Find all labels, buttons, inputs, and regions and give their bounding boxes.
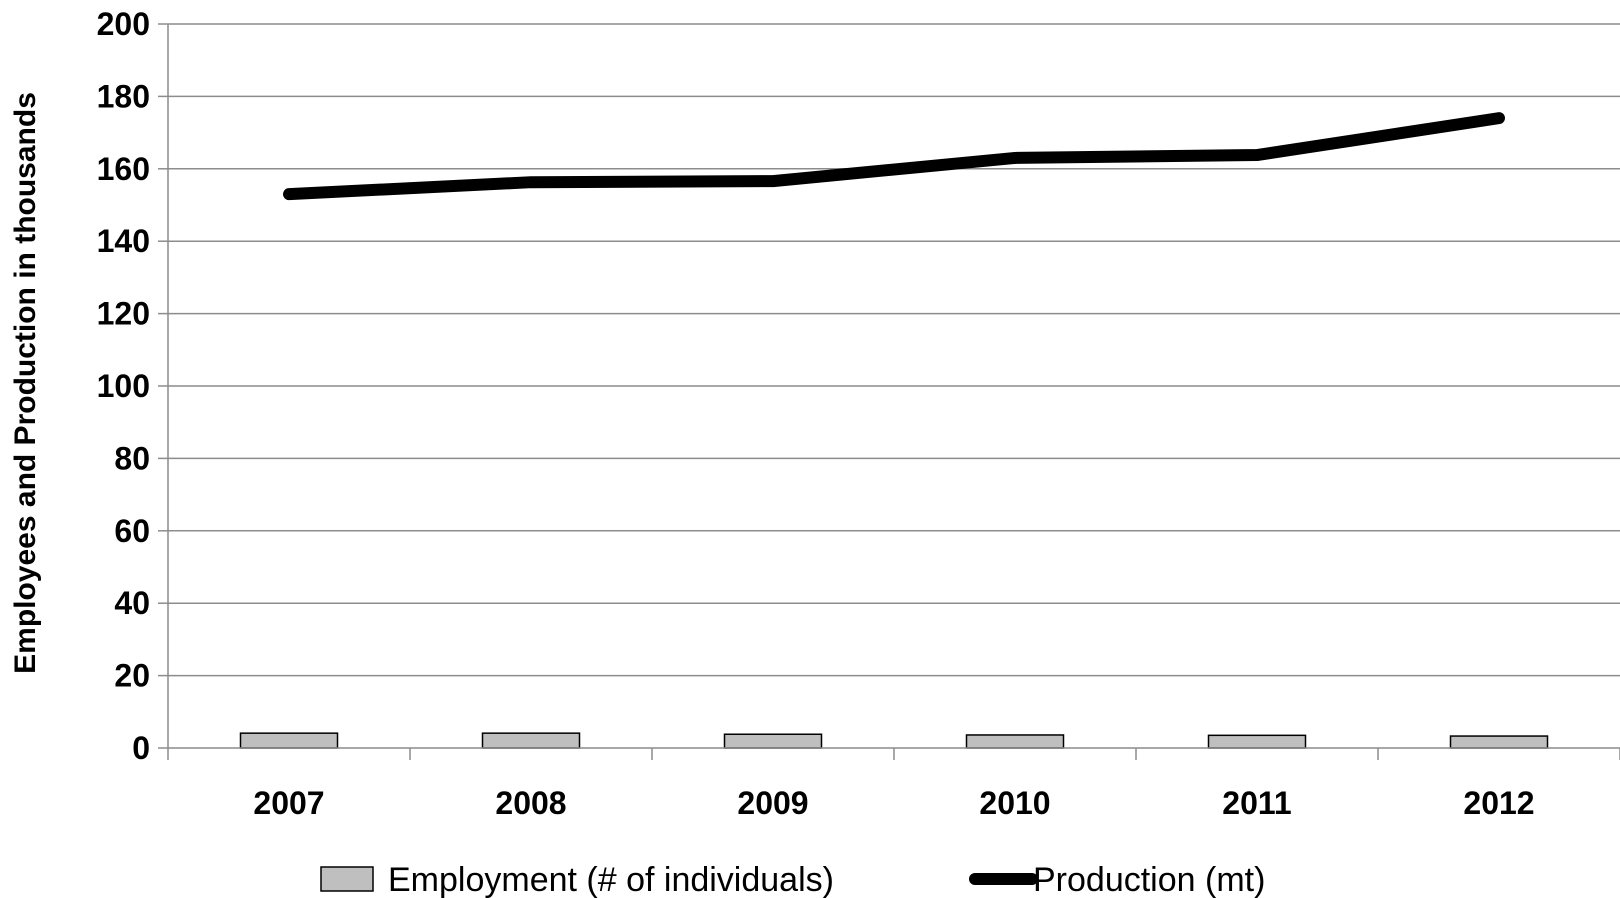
y-tick-label: 20: [114, 658, 150, 694]
employment-bar: [1207, 734, 1307, 749]
legend-employment-label: Employment (# of individuals): [388, 861, 834, 898]
y-tick-label: 40: [114, 585, 150, 621]
production-point: [772, 180, 774, 182]
y-tick-label: 140: [97, 223, 150, 259]
production-line: [283, 112, 1505, 201]
x-tick-label: 2010: [979, 785, 1050, 821]
y-axis-title: Employees and Production in thousands: [9, 92, 42, 674]
production-point: [1014, 157, 1016, 159]
production-point: [1498, 117, 1500, 119]
y-tick-labels: 0 20 40 60 80 100 120 140 160 180 200: [97, 6, 150, 766]
y-tick-label: 100: [97, 368, 150, 404]
x-tick-label: 2012: [1463, 785, 1534, 821]
x-tick-label: 2009: [737, 785, 808, 821]
employment-bars: [239, 732, 1549, 749]
y-tick-label: 80: [114, 440, 150, 476]
employment-bar: [1449, 735, 1549, 749]
x-tick-labels: 2007 2008 2009 2010 2011 2012: [253, 785, 1534, 821]
y-tick-label: 200: [97, 6, 150, 42]
x-tick-label: 2007: [253, 785, 324, 821]
legend-production-label: Production (mt): [1033, 861, 1265, 898]
axes: [158, 23, 1620, 760]
legend: Employment (# of individuals) Production…: [320, 861, 1265, 898]
production-point: [288, 193, 290, 195]
legend-employment-swatch: [320, 866, 374, 892]
production-line-path: [283, 112, 1505, 201]
y-tick-label: 120: [97, 296, 150, 332]
x-tick-label: 2008: [495, 785, 566, 821]
employment-bar: [723, 733, 823, 749]
employment-bar: [239, 732, 339, 749]
y-tick-label: 0: [132, 730, 150, 766]
y-tick-label: 60: [114, 513, 150, 549]
production-point: [530, 181, 532, 183]
employment-bar: [481, 732, 581, 749]
y-tick-label: 180: [97, 78, 150, 114]
y-tick-label: 160: [97, 151, 150, 187]
x-tick-label: 2011: [1222, 785, 1291, 821]
production-point: [1256, 154, 1258, 156]
gridlines: [168, 23, 1620, 677]
employment-bar: [965, 734, 1065, 749]
